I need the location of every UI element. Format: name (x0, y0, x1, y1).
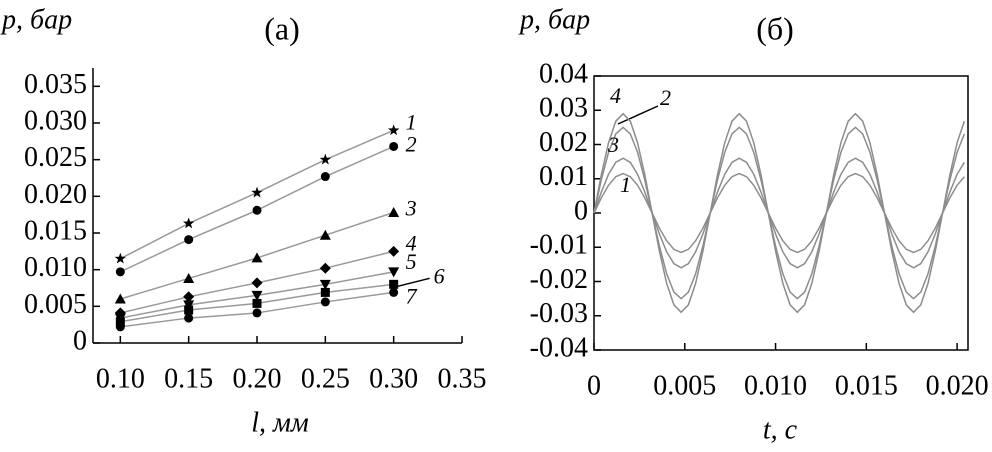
series-label: 4 (610, 83, 621, 108)
x-tick-label: 0 (587, 370, 601, 401)
y-tick-label: -0.04 (530, 332, 588, 363)
marker (320, 172, 330, 182)
marker (182, 217, 195, 229)
y-tick-label: -0.01 (530, 230, 588, 261)
marker (388, 206, 400, 217)
marker (389, 287, 399, 297)
series-label: 2 (660, 85, 671, 110)
marker (389, 141, 399, 151)
series-line (593, 157, 966, 269)
y-tick-label: 0.01 (539, 161, 588, 192)
series-label: 2 (406, 132, 417, 157)
marker (184, 235, 194, 245)
series-label: 4 (406, 230, 417, 255)
marker (115, 322, 125, 332)
y-tick-label: 0.010 (24, 252, 87, 283)
y-tick-label: 0.025 (24, 142, 87, 173)
marker (251, 252, 263, 263)
series-label: 6 (434, 263, 445, 288)
marker (114, 293, 126, 304)
marker (115, 267, 125, 277)
marker (252, 308, 262, 318)
marker (115, 317, 125, 327)
marker (319, 262, 331, 274)
marker (387, 124, 400, 136)
y-tick-label: 0.04 (539, 58, 588, 89)
marker (388, 267, 400, 278)
y-tick-label: 0.02 (539, 127, 588, 158)
marker (184, 313, 194, 323)
y-tick-label: 0.030 (24, 105, 87, 136)
y-axis-label: p, бар (0, 4, 72, 35)
panel-title: (а) (264, 10, 300, 46)
y-tick-label: -0.02 (530, 264, 588, 295)
plot-frame (593, 75, 969, 351)
marker (319, 279, 331, 290)
x-tick-label: 0.005 (653, 370, 716, 401)
x-tick-label: 0.10 (96, 363, 145, 394)
y-tick-label: -0.03 (530, 298, 588, 329)
marker (251, 277, 263, 289)
marker (251, 186, 263, 198)
marker (183, 291, 195, 303)
marker (388, 245, 400, 257)
series-label: 1 (620, 172, 631, 197)
marker (184, 305, 194, 315)
series-label: 1 (406, 109, 417, 134)
marker (183, 300, 195, 311)
marker (389, 279, 399, 289)
marker (252, 298, 262, 308)
x-tick-label: 0.35 (438, 363, 487, 394)
marker (319, 153, 332, 165)
panel-title: (б) (756, 10, 794, 46)
marker (114, 252, 127, 264)
marker (252, 205, 262, 215)
y-tick-label: 0.005 (24, 289, 87, 320)
x-axis-label: t, с (763, 414, 798, 445)
series-label: 5 (406, 249, 417, 274)
x-axis-label: l, мм (251, 407, 309, 438)
marker (251, 290, 263, 301)
panel: (а) p, бар l, мм 0 0.005 0.010 0.015 0.020 0.025… (0, 4, 487, 438)
label-pointer (397, 277, 430, 288)
y-tick-label: 0 (574, 195, 588, 226)
series-label: 3 (405, 196, 417, 221)
x-tick-label: 0.010 (744, 370, 807, 401)
x-tick-label: 0.15 (164, 363, 213, 394)
marker (183, 272, 195, 283)
y-tick-label: 0 (73, 325, 87, 356)
x-tick-label: 0.020 (926, 370, 989, 401)
series-line (593, 126, 966, 300)
x-tick-label: 0.015 (835, 370, 898, 401)
series-line (593, 112, 966, 314)
marker (320, 287, 330, 297)
x-tick-label: 0.20 (233, 363, 282, 394)
series-label: 7 (406, 283, 418, 308)
label-pointer (617, 105, 659, 125)
y-tick-label: 0.03 (539, 93, 588, 124)
marker (320, 297, 330, 307)
x-tick-label: 0.30 (369, 363, 418, 394)
y-axis-label: p, бар (518, 4, 590, 35)
y-tick-label: 0.020 (24, 179, 87, 210)
series-line (593, 172, 965, 254)
marker (319, 229, 331, 240)
y-tick-label: 0.015 (24, 215, 87, 246)
x-tick-label: 0.25 (301, 363, 350, 394)
y-tick-label: 0.035 (24, 69, 87, 100)
